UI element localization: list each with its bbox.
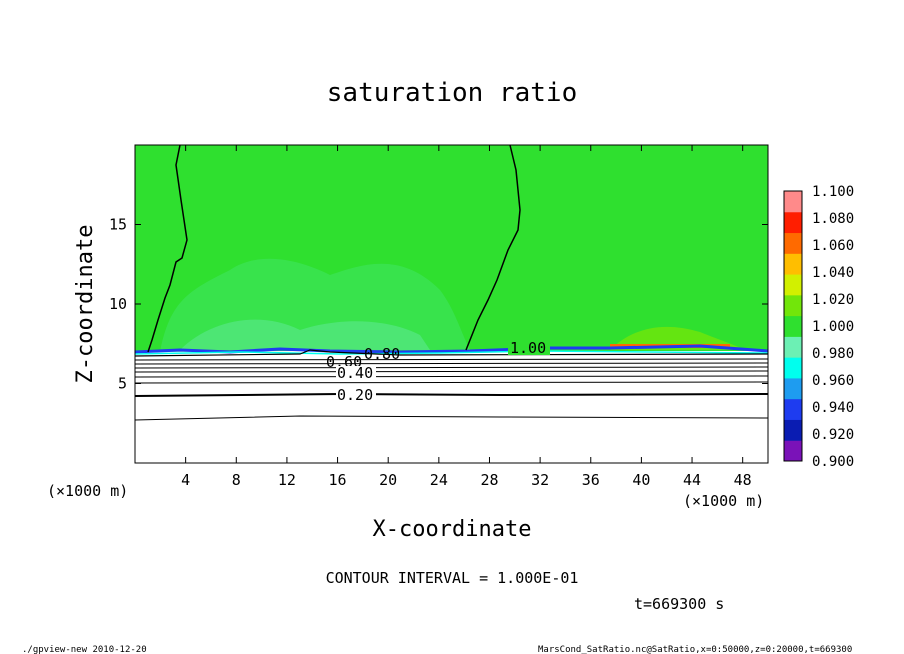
y-tick-label: 5	[118, 375, 127, 393]
colorbar-segment	[784, 191, 802, 213]
colorbar: 0.900 0.920 0.940 0.960 0.980 1.000 1.020 1.040…	[783, 184, 854, 470]
colorbar-segment	[784, 398, 802, 420]
y-axis-label: Z-coordinate	[73, 225, 98, 384]
chart-title: saturation ratio	[327, 78, 577, 108]
y-unit-label: (×1000 m)	[683, 492, 764, 510]
colorbar-segment	[784, 294, 802, 317]
contour-label-0.20: 0.20	[337, 386, 373, 404]
y-tick-label: 15	[109, 216, 127, 234]
lower-field	[135, 351, 768, 463]
colorbar-segment	[784, 357, 802, 379]
colorbar-label: 0.920	[812, 427, 854, 443]
colorbar-label: 1.020	[812, 292, 854, 308]
colorbar-label: 1.000	[812, 319, 854, 335]
y-tick-label: 10	[109, 295, 127, 313]
contour-label-0.80: 0.80	[364, 345, 400, 363]
x-tick-label: 48	[734, 471, 752, 489]
x-tick-label: 20	[379, 471, 397, 489]
colorbar-label: 1.080	[812, 211, 854, 227]
contour-interval: CONTOUR INTERVAL = 1.000E-01	[326, 569, 579, 587]
colorbar-frame	[783, 190, 803, 462]
contour-lines-lower	[134, 349, 769, 421]
x-tick-label: 36	[582, 471, 600, 489]
contour-label-1.00: 1.00	[510, 339, 546, 357]
lighter-region-2	[180, 319, 430, 350]
x-tick-label: 40	[632, 471, 650, 489]
contour-1-left	[147, 144, 188, 353]
colorbar-segment	[784, 419, 802, 441]
x-tick-label: 28	[480, 471, 498, 489]
colorbar-segment	[784, 274, 802, 296]
colorbar-label: 0.900	[812, 454, 854, 470]
blue-edge	[134, 344, 769, 354]
x-tick-label: 12	[278, 471, 296, 489]
colorbar-label: 0.940	[812, 400, 854, 416]
x-tick-label: 16	[329, 471, 347, 489]
colorbar-segment	[784, 440, 802, 462]
colorbar-segment	[784, 315, 802, 337]
x-tick-label: 24	[430, 471, 448, 489]
colorbar-label: 1.040	[812, 265, 854, 281]
colorbar-label: 0.980	[812, 346, 854, 362]
contour-1-right	[465, 144, 521, 351]
colorbar-label: 1.100	[812, 184, 854, 200]
colorbar-label: 1.060	[812, 238, 854, 254]
colorbar-segment	[784, 211, 802, 234]
y-axis: 5 10 15	[109, 216, 768, 393]
colorbar-segment	[784, 336, 802, 358]
x-tick-label: 4	[181, 471, 190, 489]
footer-right: MarsCond_SatRatio.nc@SatRatio,x=0:50000,…	[538, 645, 852, 654]
x-unit-label: (×1000 m)	[47, 482, 128, 500]
colorbar-segment	[784, 253, 802, 275]
time-label: t=669300 s	[634, 595, 724, 613]
x-axis: 4 8 12 16 20 24 28 32 36 40 44 48	[181, 145, 752, 489]
x-tick-label: 44	[683, 471, 701, 489]
x-axis-label: X-coordinate	[373, 517, 532, 542]
cyan-edge	[134, 350, 769, 355]
contour-label-0.40: 0.40	[337, 364, 373, 382]
colorbar-segment	[784, 232, 802, 254]
x-tick-label: 32	[531, 471, 549, 489]
footer-left: ./gpview-new 2010-12-20	[22, 645, 147, 654]
colorbar-label: 0.960	[812, 373, 854, 389]
x-tick-label: 8	[232, 471, 241, 489]
plot-area: 1.00 0.80 0.60 0.40 0.20	[134, 144, 769, 464]
colorbar-segment	[784, 377, 802, 400]
